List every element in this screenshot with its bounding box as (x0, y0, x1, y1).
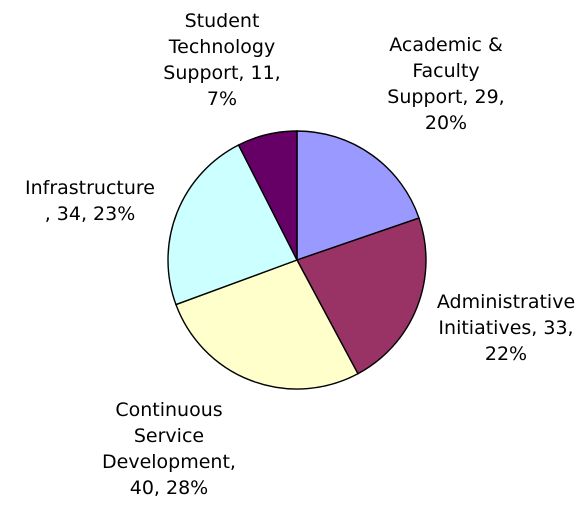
data-label-line: Service (134, 425, 204, 447)
data-label-line: Faculty (412, 60, 479, 82)
data-label-line: Support, 29, (387, 86, 504, 108)
pie-slice-administrative-initiatives (295, 217, 427, 375)
pie-slices (167, 130, 427, 390)
data-label-line: Administrative (437, 291, 575, 313)
data-label-student-technology-support: Student Technology Support, 11, 7% (163, 10, 280, 110)
data-label-line: Technology (168, 36, 275, 58)
data-label-line: Support, 11, (163, 62, 280, 84)
data-label-line: , 34, 23% (45, 203, 136, 225)
data-label-line: Infrastructure (25, 177, 155, 199)
data-label-line: Initiatives, 33, (438, 317, 573, 339)
data-label-line: Academic & (389, 34, 503, 56)
pie-slice-infrastructure (167, 144, 298, 306)
pie-slice-student-technology-support (237, 130, 298, 261)
data-label-academic-faculty-support: Academic & Faculty Support, 29, 20% (387, 34, 504, 134)
data-label-continuous-service-development: Continuous Service Development, 40, 28% (102, 399, 236, 499)
data-label-line: 22% (485, 343, 527, 365)
data-label-line: 20% (425, 112, 467, 134)
data-label-line: 7% (207, 88, 237, 110)
pie-slice-academic-faculty-support (296, 130, 420, 261)
data-label-line: Student (185, 10, 260, 32)
data-labels: Academic & Faculty Support, 29, 20% Administ… (25, 10, 575, 499)
data-label-line: 40, 28% (130, 477, 209, 499)
pie-slice-continuous-service-development (175, 259, 359, 390)
data-label-line: Continuous (115, 399, 222, 421)
data-label-administrative-initiatives: Administrative Initiatives, 33, 22% (437, 291, 575, 365)
data-label-infrastructure: Infrastructure , 34, 23% (25, 177, 155, 225)
data-label-line: Development, (102, 451, 236, 473)
